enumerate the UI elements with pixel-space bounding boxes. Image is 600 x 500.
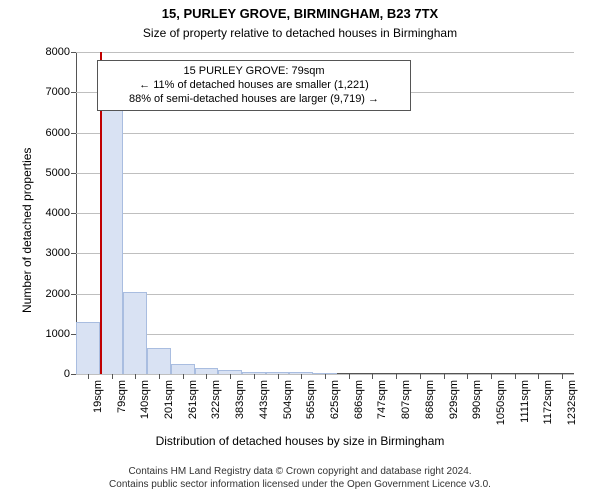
ytick-label: 3000 [46, 247, 76, 259]
gridline [76, 294, 574, 295]
histogram-bar [147, 348, 171, 374]
info-box-line: 88% of semi-detached houses are larger (… [106, 93, 402, 107]
xtick-label: 140sqm [139, 380, 151, 419]
xtick-mark [254, 374, 255, 379]
gridline [76, 173, 574, 174]
x-axis-label: Distribution of detached houses by size … [0, 434, 600, 448]
xtick-mark [491, 374, 492, 379]
xtick-label: 747sqm [376, 380, 388, 419]
histogram-bar [100, 102, 124, 374]
xtick-label: 261sqm [187, 380, 199, 419]
footer-line: Contains public sector information licen… [0, 479, 600, 492]
gridline [76, 52, 574, 53]
xtick-mark [444, 374, 445, 379]
xtick-mark [515, 374, 516, 379]
xtick-label: 929sqm [448, 380, 460, 419]
footer-line: Contains HM Land Registry data © Crown c… [0, 466, 600, 479]
xtick-label: 1050sqm [495, 380, 507, 425]
xtick-label: 201sqm [163, 380, 175, 419]
chart-container: 15, PURLEY GROVE, BIRMINGHAM, B23 7TX Si… [0, 0, 600, 500]
xtick-label: 79sqm [116, 380, 128, 413]
ytick-label: 8000 [46, 46, 76, 58]
xtick-mark [372, 374, 373, 379]
xtick-mark [183, 374, 184, 379]
xtick-label: 1111sqm [519, 380, 531, 423]
ytick-label: 5000 [46, 167, 76, 179]
ytick-label: 2000 [46, 288, 76, 300]
info-box-line: ← 11% of detached houses are smaller (1,… [106, 79, 402, 93]
histogram-bar [76, 322, 100, 374]
xtick-mark [562, 374, 563, 379]
chart-title-line2: Size of property relative to detached ho… [0, 26, 600, 40]
xtick-mark [278, 374, 279, 379]
xtick-mark [396, 374, 397, 379]
xtick-label: 625sqm [329, 380, 341, 419]
footer-attribution: Contains HM Land Registry data © Crown c… [0, 466, 600, 491]
xtick-label: 1172sqm [542, 380, 554, 424]
xtick-label: 443sqm [258, 380, 270, 419]
xtick-mark [467, 374, 468, 379]
xtick-mark [135, 374, 136, 379]
histogram-bar [171, 364, 195, 374]
ytick-label: 0 [64, 368, 76, 380]
ytick-label: 7000 [46, 86, 76, 98]
histogram-bar [123, 292, 147, 375]
xtick-label: 990sqm [471, 380, 483, 419]
y-axis-label: Number of detached properties [20, 148, 34, 313]
xtick-label: 322sqm [210, 380, 222, 419]
ytick-label: 4000 [46, 207, 76, 219]
xtick-label: 504sqm [282, 380, 294, 419]
xtick-mark [301, 374, 302, 379]
xtick-mark [112, 374, 113, 379]
xtick-label: 868sqm [424, 380, 436, 419]
xtick-label: 1232sqm [566, 380, 578, 425]
xtick-mark [349, 374, 350, 379]
xtick-mark [88, 374, 89, 379]
chart-title-line1: 15, PURLEY GROVE, BIRMINGHAM, B23 7TX [0, 6, 600, 21]
xtick-mark [206, 374, 207, 379]
xtick-mark [230, 374, 231, 379]
gridline [76, 253, 574, 254]
gridline [76, 133, 574, 134]
xtick-label: 19sqm [92, 380, 104, 413]
xtick-mark [538, 374, 539, 379]
ytick-label: 6000 [46, 127, 76, 139]
xtick-mark [159, 374, 160, 379]
xtick-label: 686sqm [353, 380, 365, 419]
xtick-mark [420, 374, 421, 379]
gridline [76, 213, 574, 214]
xtick-label: 807sqm [400, 380, 412, 419]
info-box: 15 PURLEY GROVE: 79sqm← 11% of detached … [97, 60, 411, 111]
ytick-label: 1000 [46, 328, 76, 340]
xtick-label: 565sqm [305, 380, 317, 419]
info-box-line: 15 PURLEY GROVE: 79sqm [106, 65, 402, 79]
xtick-mark [325, 374, 326, 379]
xtick-label: 383sqm [234, 380, 246, 419]
gridline [76, 334, 574, 335]
